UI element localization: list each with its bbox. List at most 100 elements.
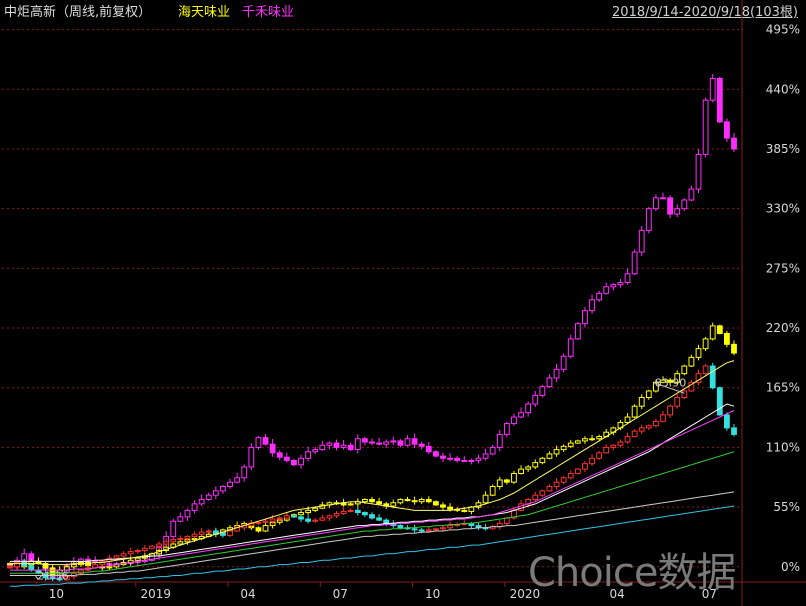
main-candle [560, 477, 567, 483]
series2-candle [496, 433, 503, 448]
y-axis: 495% 440% 385% 330% 275% 220% 165% 110% 55% 0% [766, 23, 800, 574]
series1-legend[interactable]: 海天味业 [178, 5, 231, 20]
series1-candle [518, 468, 524, 474]
main-candle [134, 550, 141, 553]
series1-candle [674, 373, 681, 383]
series2-candle [390, 440, 397, 443]
main-candle [688, 381, 695, 392]
series2-candle [461, 459, 468, 462]
series2-candle [716, 77, 723, 123]
series2-candle [702, 99, 709, 155]
main-candle [127, 551, 134, 555]
y-tick-label: 110% [766, 440, 800, 454]
series1-candle [461, 509, 468, 512]
main-candle [539, 490, 546, 496]
main-candle [603, 446, 610, 454]
x-tick-label: 10 [49, 587, 64, 601]
main-candle [645, 425, 652, 429]
main-candle [369, 514, 375, 519]
series2-candle [582, 310, 588, 325]
main-candle [724, 414, 730, 429]
moving-average-line [10, 360, 735, 566]
series1-candle [653, 381, 659, 392]
series2-candle [340, 444, 347, 448]
series2-candle [184, 509, 191, 518]
series1-candle [560, 445, 567, 451]
series2-candle [298, 457, 304, 466]
main-candle [49, 577, 56, 580]
main-candle [156, 543, 162, 547]
x-tick-label: 2019 [140, 587, 171, 601]
main-candle [503, 517, 510, 524]
moving-average-line [10, 403, 735, 562]
series1-candle [702, 338, 709, 350]
series1-candle [688, 356, 695, 367]
series2-candle [255, 437, 262, 448]
series2-candle [475, 457, 482, 461]
main-candle [376, 517, 382, 521]
main-candle [78, 569, 84, 574]
main-candle [624, 436, 631, 443]
series1-candle [447, 506, 453, 510]
main-candle [532, 494, 539, 501]
series1-candle [511, 472, 517, 483]
main-candle [354, 509, 361, 514]
moving-average-line [10, 491, 735, 576]
main-candle [184, 535, 191, 540]
series2-legend[interactable]: 千禾味业 [242, 5, 295, 20]
main-candle [291, 515, 297, 518]
series2-candle [596, 292, 603, 301]
series1-candle [589, 438, 595, 441]
series2-candle [234, 477, 241, 483]
main-candle [170, 539, 177, 543]
series2-candle [709, 77, 716, 101]
series2-candle [660, 197, 666, 200]
series2-candle [667, 197, 674, 215]
x-tick-label: 04 [240, 587, 255, 601]
main-candle [695, 373, 702, 383]
series1-candle [525, 466, 532, 470]
annotation-pointer [34, 575, 39, 581]
series2-candle [383, 441, 390, 445]
main-candle [631, 430, 638, 438]
series2-candle [503, 423, 510, 435]
date-range-link[interactable]: 2018/9/14-2020/9/18(103根) [612, 5, 798, 20]
main-candle [298, 516, 304, 520]
series1-candle [567, 442, 574, 447]
main-candle [574, 468, 581, 474]
annotation-label: 83.90 [655, 376, 687, 389]
series2-candle [418, 443, 425, 447]
main-candle [674, 397, 681, 407]
series1-candle [191, 538, 198, 541]
y-tick-label: 495% [766, 23, 800, 37]
series2-candle [198, 499, 205, 505]
main-candle [362, 512, 368, 516]
series1-candle [397, 499, 404, 504]
x-tick-label: 04 [609, 587, 624, 601]
series1-candle [546, 453, 553, 459]
series1-candle [418, 499, 425, 503]
series2-candle [425, 445, 432, 453]
x-tick-label: 10 [425, 587, 440, 601]
main-candle [567, 472, 574, 479]
main-candle [7, 566, 13, 569]
y-tick-label: 165% [766, 381, 800, 395]
series2-candle [525, 403, 532, 414]
main-candle [518, 503, 524, 511]
y-tick-label: 275% [766, 261, 800, 275]
main-candle [220, 532, 226, 536]
series2-candle [482, 453, 489, 459]
main-candle [553, 481, 560, 487]
series1-candle [134, 557, 141, 561]
series2-candle [177, 516, 184, 522]
series2-candle [241, 466, 248, 479]
main-candle [312, 519, 319, 522]
main-candle [638, 427, 645, 432]
series1-candle [709, 325, 716, 340]
series2-candle [432, 451, 439, 457]
series2-candle [631, 251, 638, 275]
main-candle [610, 444, 617, 448]
series1-candle [262, 525, 269, 532]
